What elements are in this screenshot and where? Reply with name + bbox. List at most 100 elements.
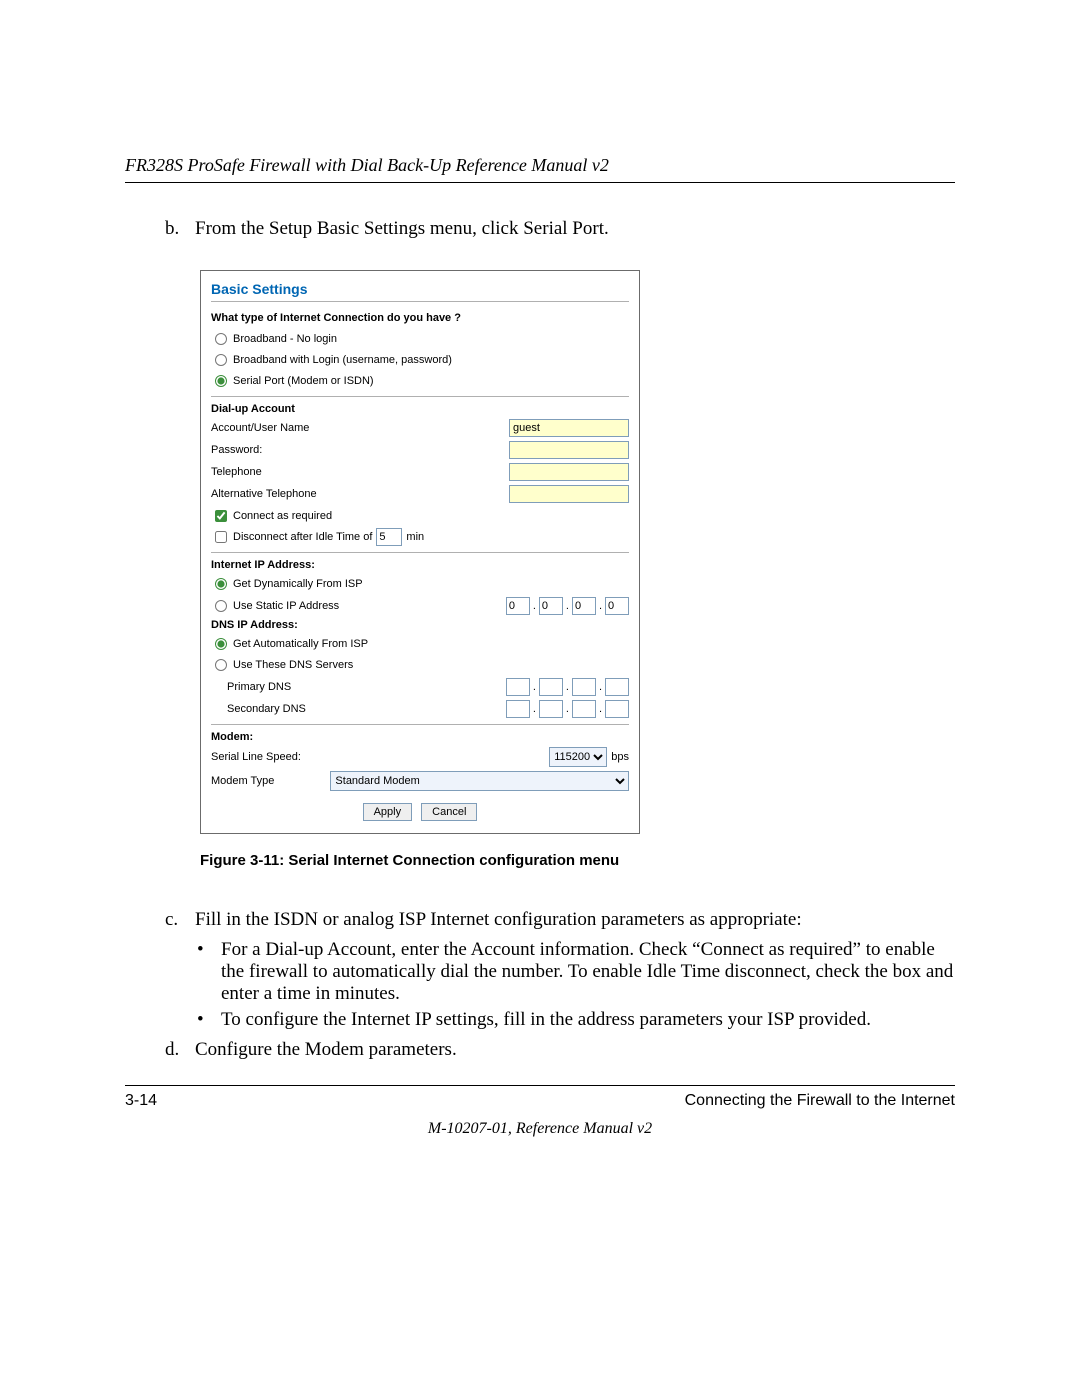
bullet-2: To configure the Internet IP settings, f… <box>221 1009 871 1031</box>
separator <box>211 724 629 725</box>
secondary-dns-label: Secondary DNS <box>227 703 306 715</box>
static-ip-1[interactable] <box>506 597 530 615</box>
radio-broadband-login-label: Broadband with Login (username, password… <box>233 354 452 366</box>
primary-dns-row: Primary DNS . . . <box>227 678 629 696</box>
radio-broadband-login[interactable]: Broadband with Login (username, password… <box>215 351 629 369</box>
telephone-row: Telephone <box>211 463 629 481</box>
connect-required-checkbox[interactable] <box>215 510 227 522</box>
modem-type-select[interactable]: Standard Modem <box>330 771 629 791</box>
idle-disconnect-row: Disconnect after Idle Time of min <box>215 528 629 546</box>
radio-ip-static-label: Use Static IP Address <box>233 600 339 612</box>
primary-dns-group: . . . <box>506 678 629 696</box>
step-b-letter: b. <box>165 218 195 240</box>
alt-telephone-label: Alternative Telephone <box>211 488 317 500</box>
account-label: Account/User Name <box>211 422 309 434</box>
primary-dns-4[interactable] <box>605 678 629 696</box>
footer-chapter: Connecting the Firewall to the Internet <box>685 1092 955 1110</box>
radio-dns-use[interactable]: Use These DNS Servers <box>215 656 629 674</box>
footer: 3-14 Connecting the Firewall to the Inte… <box>125 1092 955 1110</box>
radio-broadband-nologin-input[interactable] <box>215 333 227 345</box>
primary-dns-3[interactable] <box>572 678 596 696</box>
password-input[interactable] <box>509 441 629 459</box>
step-c-text: Fill in the ISDN or analog ISP Internet … <box>195 909 802 931</box>
modem-heading: Modem: <box>211 731 629 743</box>
footer-rule <box>125 1085 955 1086</box>
radio-serial-port[interactable]: Serial Port (Modem or ISDN) <box>215 372 629 390</box>
password-label: Password: <box>211 444 262 456</box>
account-input[interactable] <box>509 419 629 437</box>
radio-serial-port-label: Serial Port (Modem or ISDN) <box>233 375 374 387</box>
radio-ip-dynamic-input[interactable] <box>215 578 227 590</box>
static-ip-group: . . . <box>506 597 629 615</box>
radio-ip-dynamic[interactable]: Get Dynamically From ISP <box>215 575 629 593</box>
radio-broadband-login-input[interactable] <box>215 354 227 366</box>
step-d-letter: d. <box>165 1039 195 1061</box>
primary-dns-1[interactable] <box>506 678 530 696</box>
connection-question: What type of Internet Connection do you … <box>211 312 629 324</box>
serial-speed-unit: bps <box>611 751 629 763</box>
radio-dns-auto-input[interactable] <box>215 638 227 650</box>
step-c-bullets: • For a Dial-up Account, enter the Accou… <box>197 939 955 1031</box>
account-row: Account/User Name <box>211 419 629 437</box>
idle-time-input[interactable] <box>376 528 402 546</box>
radio-ip-static-input[interactable] <box>215 600 227 612</box>
radio-dns-auto[interactable]: Get Automatically From ISP <box>215 635 629 653</box>
separator <box>211 552 629 553</box>
static-ip-4[interactable] <box>605 597 629 615</box>
ip-heading: Internet IP Address: <box>211 559 629 571</box>
footer-sub: M-10207-01, Reference Manual v2 <box>125 1120 955 1138</box>
radio-broadband-nologin[interactable]: Broadband - No login <box>215 330 629 348</box>
alt-telephone-input[interactable] <box>509 485 629 503</box>
serial-speed-row: Serial Line Speed: 115200 bps <box>211 747 629 767</box>
serial-speed-label: Serial Line Speed: <box>211 751 301 763</box>
bullet-1: For a Dial-up Account, enter the Account… <box>221 939 955 1005</box>
radio-dns-use-label: Use These DNS Servers <box>233 659 353 671</box>
button-row: Apply Cancel <box>211 803 629 821</box>
footer-page-number: 3-14 <box>125 1092 157 1110</box>
radio-serial-port-input[interactable] <box>215 375 227 387</box>
primary-dns-label: Primary DNS <box>227 681 291 693</box>
radio-dns-auto-label: Get Automatically From ISP <box>233 638 368 650</box>
cancel-button[interactable]: Cancel <box>421 803 477 821</box>
secondary-dns-2[interactable] <box>539 700 563 718</box>
secondary-dns-group: . . . <box>506 700 629 718</box>
apply-button[interactable]: Apply <box>363 803 413 821</box>
basic-settings-screenshot: Basic Settings What type of Internet Con… <box>200 270 640 834</box>
header-rule <box>125 182 955 183</box>
step-d-text: Configure the Modem parameters. <box>195 1039 457 1061</box>
radio-dns-use-input[interactable] <box>215 659 227 671</box>
connect-required-label: Connect as required <box>233 510 332 522</box>
primary-dns-2[interactable] <box>539 678 563 696</box>
static-ip-2[interactable] <box>539 597 563 615</box>
separator <box>211 396 629 397</box>
radio-ip-static-row: Use Static IP Address . . . <box>215 597 629 615</box>
secondary-dns-3[interactable] <box>572 700 596 718</box>
figure-caption: Figure 3-11: Serial Internet Connection … <box>200 852 955 869</box>
bullet-icon: • <box>197 1009 221 1031</box>
telephone-input[interactable] <box>509 463 629 481</box>
radio-broadband-nologin-label: Broadband - No login <box>233 333 337 345</box>
radio-ip-static[interactable]: Use Static IP Address <box>215 597 339 615</box>
step-c: c. Fill in the ISDN or analog ISP Intern… <box>165 909 955 931</box>
secondary-dns-4[interactable] <box>605 700 629 718</box>
secondary-dns-1[interactable] <box>506 700 530 718</box>
alt-telephone-row: Alternative Telephone <box>211 485 629 503</box>
idle-disconnect-checkbox[interactable] <box>215 531 227 543</box>
connect-required-row[interactable]: Connect as required <box>215 507 629 525</box>
step-b-text: From the Setup Basic Settings menu, clic… <box>195 218 609 240</box>
step-d: d. Configure the Modem parameters. <box>165 1039 955 1061</box>
secondary-dns-row: Secondary DNS . . . <box>227 700 629 718</box>
static-ip-3[interactable] <box>572 597 596 615</box>
modem-type-label: Modem Type <box>211 775 330 787</box>
step-b: b. From the Setup Basic Settings menu, c… <box>165 218 955 240</box>
dialup-heading: Dial-up Account <box>211 403 629 415</box>
idle-suffix: min <box>406 531 424 543</box>
modem-type-row: Modem Type Standard Modem <box>211 771 629 791</box>
telephone-label: Telephone <box>211 466 262 478</box>
header-title: FR328S ProSafe Firewall with Dial Back-U… <box>125 155 955 176</box>
dns-heading: DNS IP Address: <box>211 619 629 631</box>
idle-prefix: Disconnect after Idle Time of <box>233 531 372 543</box>
screenshot-title: Basic Settings <box>211 281 629 297</box>
serial-speed-select[interactable]: 115200 <box>549 747 607 767</box>
password-row: Password: <box>211 441 629 459</box>
